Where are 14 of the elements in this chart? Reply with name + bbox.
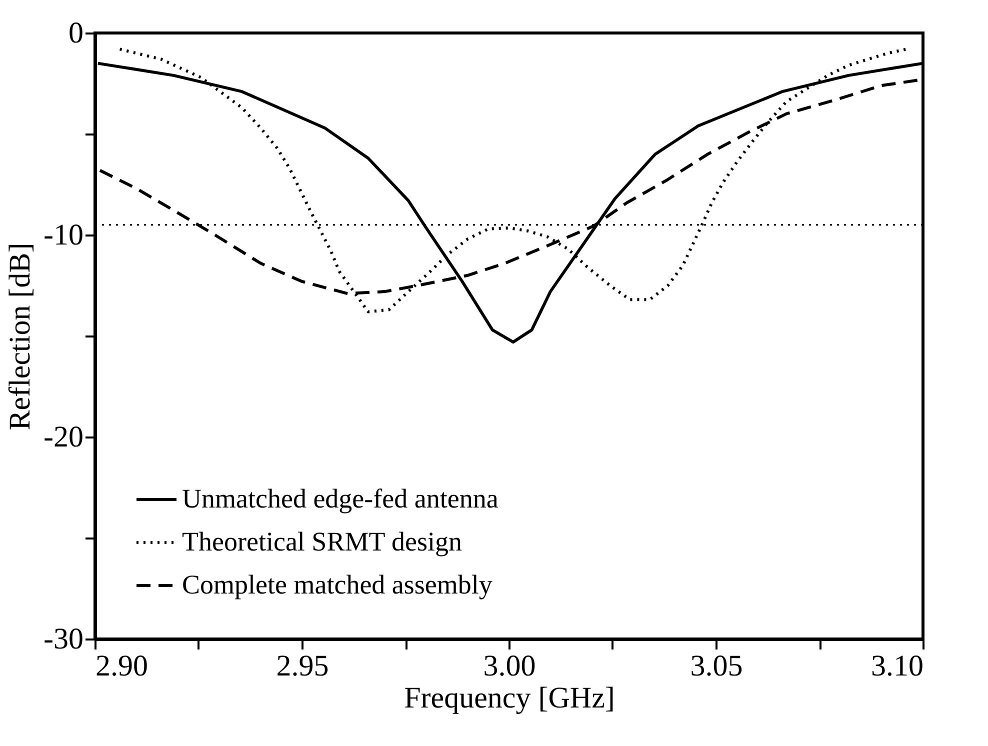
- y-tick-label: 0: [68, 16, 84, 50]
- x-tick-label: 3.10: [871, 650, 924, 682]
- x-tick-label: 3.00: [483, 650, 536, 682]
- legend-label: Theoretical SRMT design: [182, 526, 462, 556]
- legend-label: Complete matched assembly: [182, 570, 493, 600]
- y-tick-label: -10: [44, 218, 84, 252]
- x-tick-label: 3.05: [690, 650, 743, 682]
- y-axis-title: Reflection [dB]: [4, 242, 37, 430]
- x-tick-label: 2.95: [276, 650, 329, 682]
- x-axis-title: Frequency [GHz]: [404, 682, 615, 714]
- y-tick-label: -30: [44, 622, 84, 656]
- y-tick-label: -20: [44, 420, 84, 454]
- x-tick-label: 2.90: [96, 650, 148, 682]
- legend-label: Unmatched edge-fed antenna: [182, 484, 498, 514]
